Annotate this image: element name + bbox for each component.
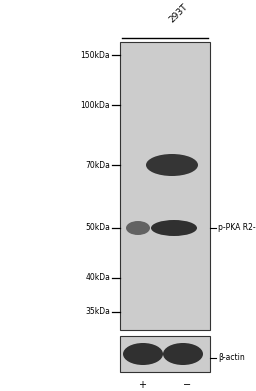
Ellipse shape <box>146 154 198 176</box>
Text: 293T: 293T <box>167 2 189 24</box>
Bar <box>120 336 210 372</box>
Text: 50kDa: 50kDa <box>85 224 110 233</box>
Text: β-actin: β-actin <box>218 353 245 362</box>
Ellipse shape <box>163 343 203 365</box>
Ellipse shape <box>126 221 150 235</box>
Text: 100kDa: 100kDa <box>80 100 110 109</box>
Text: 70kDa: 70kDa <box>85 160 110 170</box>
Text: −: − <box>184 380 191 390</box>
Text: +: + <box>138 380 146 390</box>
Text: 40kDa: 40kDa <box>85 273 110 283</box>
Ellipse shape <box>151 220 197 236</box>
Text: p-PKA R2-S99: p-PKA R2-S99 <box>218 224 256 233</box>
Text: 150kDa: 150kDa <box>80 50 110 59</box>
Ellipse shape <box>123 343 163 365</box>
Text: 35kDa: 35kDa <box>85 307 110 316</box>
Bar <box>120 42 210 330</box>
